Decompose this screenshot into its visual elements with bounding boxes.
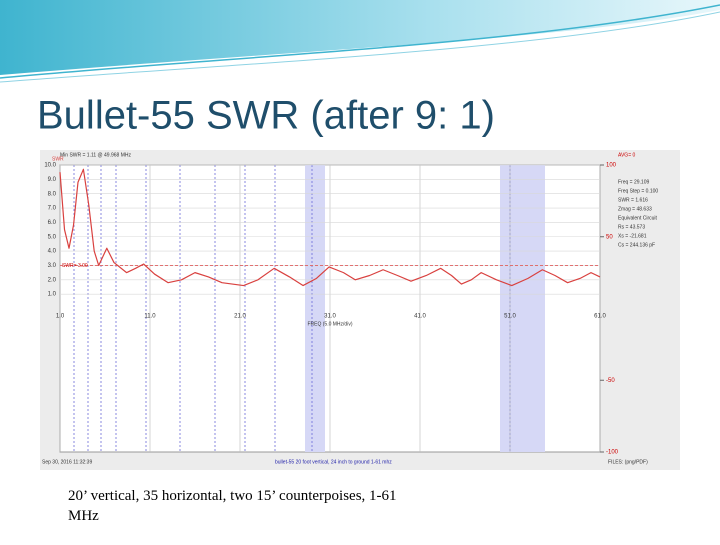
y-tick-label: 10.0 <box>44 163 56 169</box>
y-tick-label: 1.0 <box>48 292 57 298</box>
swoosh <box>0 0 720 75</box>
panel-text: Freq = 29.109 <box>618 179 649 185</box>
marker-band <box>500 165 545 452</box>
x-tick-label: 41.0 <box>414 314 426 320</box>
y2-tick-label: -100 <box>606 450 619 456</box>
legend-entry: SWR <box>52 156 64 162</box>
footer-text: FILES: (png/PDF) <box>608 459 648 465</box>
y-tick-label: 4.0 <box>48 249 57 255</box>
panel-text: Rs = 43.573 <box>618 224 645 230</box>
x-tick-label: 1.0 <box>56 314 65 320</box>
swoosh-line <box>0 11 720 83</box>
panel-text: Zmag = 48.633 <box>618 206 652 212</box>
slide-title: Bullet-55 SWR (after 9: 1) <box>37 94 495 138</box>
data-line <box>59 168 601 287</box>
caption-line: 20’ vertical, 35 horizontal, two 15’ cou… <box>68 488 397 524</box>
y-tick-label: 6.0 <box>48 220 57 226</box>
threshold-label: SWR= 3.00 <box>62 263 88 269</box>
panel-text: Xs = -21.681 <box>618 233 647 239</box>
panel-text: Freq Step = 0.100 <box>618 188 658 194</box>
y2-tick-label: 100 <box>606 163 617 169</box>
y-tick-label: 8.0 <box>48 191 57 197</box>
x-tick-label: 51.0 <box>504 314 516 320</box>
y-tick-label: 5.0 <box>48 234 57 240</box>
chart: 1.0 11.0 21.0 31.0 41.0 51.0 61.0 1.0 2.0 3.0 4.0 5… <box>40 150 680 470</box>
x-tick-label: 61.0 <box>594 314 606 320</box>
footer-text: Sep 30, 2016 11:32:39 <box>42 459 92 465</box>
y-tick-label: 3.0 <box>48 263 57 269</box>
panel-text: AVG= 0 <box>618 152 635 158</box>
x-tick-label: 11.0 <box>144 314 156 320</box>
footer-text: bullet-55 20 foot vertical, 24 inch to g… <box>275 459 392 465</box>
header-text: Min SWR = 1.11 @ 49.968 MHz <box>60 152 131 158</box>
swoosh-line <box>0 4 720 79</box>
panel-text: Cs = 244.136 pF <box>618 242 655 248</box>
y-tick-label: 7.0 <box>48 206 57 212</box>
panel-text: SWR = 1.616 <box>618 197 648 203</box>
y2-tick-label: -50 <box>606 378 615 384</box>
x-tick-label: 31.0 <box>324 314 336 320</box>
y2-tick-label: 50 <box>606 234 613 240</box>
x-tick-label: 21.0 <box>234 314 246 320</box>
x-axis-label: FREQ (5.0 MHz/div) <box>307 321 352 327</box>
panel-text: Equivalent Circuit <box>618 215 658 221</box>
y-tick-label: 9.0 <box>48 177 57 183</box>
y-tick-label: 2.0 <box>48 277 57 283</box>
